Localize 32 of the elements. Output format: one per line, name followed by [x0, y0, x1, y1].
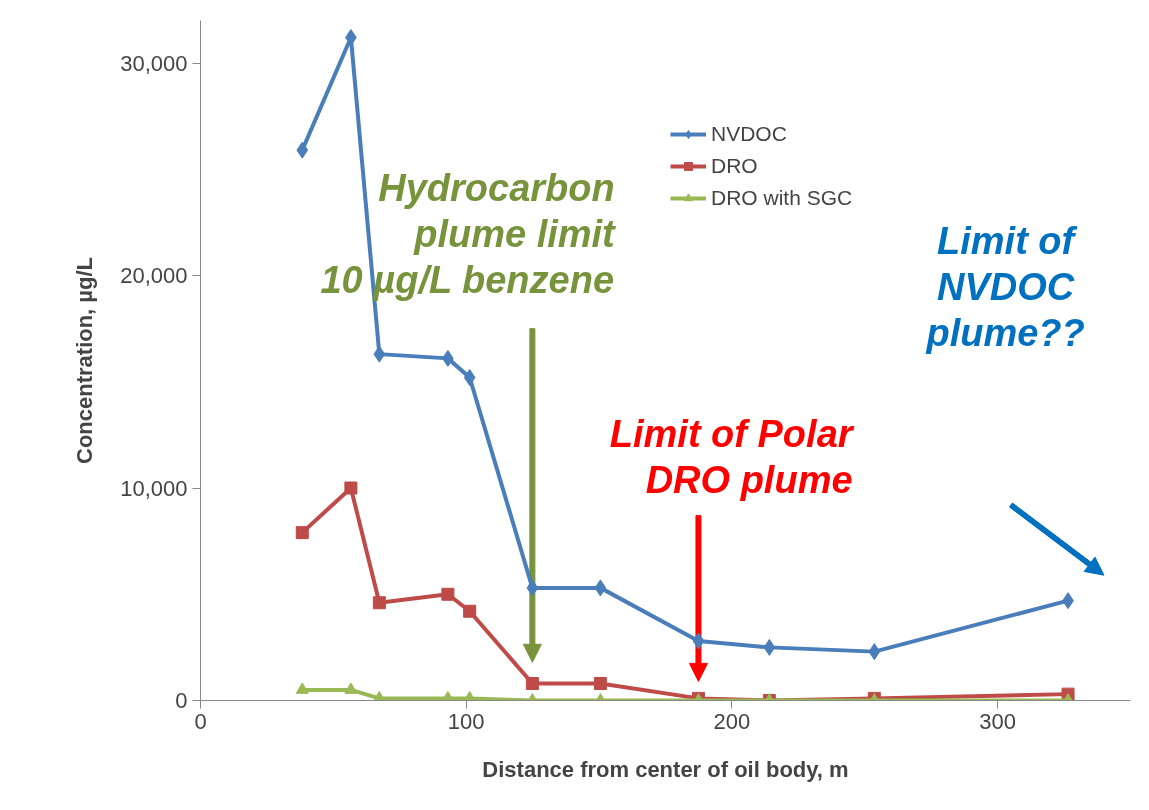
y-axis-title: Concentration, µg/L	[72, 256, 98, 464]
x-axis-title: Distance from center of oil body, m	[482, 756, 849, 782]
point	[594, 579, 607, 597]
point	[373, 345, 386, 363]
x-tick-label: 0	[194, 708, 207, 734]
x-tick-label: 200	[713, 708, 751, 734]
point	[463, 604, 477, 618]
point	[344, 682, 358, 694]
point	[526, 579, 539, 597]
y-tick-label: 0	[175, 688, 188, 713]
point	[593, 677, 607, 690]
point	[344, 481, 358, 495]
y-tick-label: 30,000	[120, 50, 188, 76]
point	[525, 677, 539, 690]
legend-label: DRO	[711, 154, 758, 178]
y-tick-label: 10,000	[120, 475, 188, 501]
legend-label: DRO with SGC	[711, 186, 853, 210]
point	[441, 587, 455, 601]
x-tick-label: 300	[979, 708, 1017, 734]
point	[372, 596, 386, 610]
annotation: Limit of NVDOC plume??	[925, 220, 1085, 355]
point	[295, 526, 309, 540]
point	[296, 141, 309, 159]
point	[463, 369, 476, 386]
annotation: Limit of Polar DRO plume	[609, 412, 855, 501]
point	[868, 643, 881, 661]
point	[692, 632, 705, 650]
point	[763, 638, 776, 656]
point	[295, 682, 309, 694]
y-tick-label: 20,000	[120, 263, 188, 288]
legend-label: NVDOC	[711, 122, 787, 146]
x-tick-label: 100	[447, 708, 485, 734]
